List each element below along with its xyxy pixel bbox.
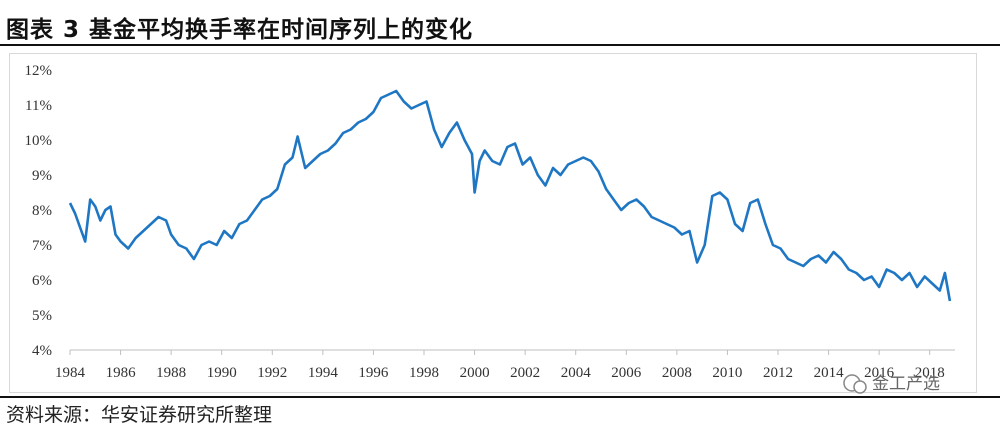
x-tick-label: 1984	[55, 365, 86, 381]
chart-frame	[9, 53, 977, 393]
footer-rule	[0, 396, 1000, 398]
chart-title: 图表 3 基金平均换手率在时间序列上的变化	[6, 17, 474, 43]
y-tick-label: 11%	[25, 98, 52, 114]
y-tick-label: 12%	[25, 63, 53, 79]
x-axis-ticks: 1984 1986 1988 1990 1992 1994 1996 1998 2000 2002…	[55, 350, 945, 381]
wechat-logo-icon-inner	[853, 380, 867, 394]
source-note: 资料来源：华安证券研究所整理	[6, 404, 273, 426]
x-tick-label: 2010	[712, 365, 742, 381]
y-tick-label: 4%	[32, 343, 52, 359]
x-tick-label: 2000	[460, 365, 490, 381]
x-tick-label: 2014	[814, 365, 845, 381]
y-tick-label: 6%	[32, 273, 52, 289]
x-tick-label: 1998	[409, 365, 439, 381]
y-tick-label: 8%	[32, 203, 52, 219]
series-line-turnover	[68, 89, 952, 302]
x-tick-label: 2008	[662, 365, 692, 381]
x-tick-label: 1988	[156, 365, 186, 381]
x-tick-label: 1994	[308, 365, 339, 381]
x-tick-label: 1992	[257, 365, 287, 381]
x-tick-label: 2002	[510, 365, 540, 381]
x-tick-label: 2006	[611, 365, 642, 381]
title-underline	[0, 44, 1000, 46]
x-tick-label: 2012	[763, 365, 793, 381]
y-tick-label: 5%	[32, 308, 52, 324]
watermark: 金工产选	[843, 374, 940, 394]
y-tick-label: 10%	[25, 133, 53, 149]
x-tick-label: 1990	[207, 365, 237, 381]
y-axis-ticks: 4% 5% 6% 7% 8% 9% 10% 11% 12%	[25, 63, 53, 359]
x-tick-label: 1996	[358, 365, 389, 381]
y-tick-label: 9%	[32, 168, 52, 184]
watermark-text: 金工产选	[872, 374, 940, 394]
y-tick-label: 7%	[32, 238, 52, 254]
x-tick-label: 1986	[106, 365, 137, 381]
x-tick-label: 2018	[915, 365, 945, 381]
x-tick-label: 2016	[864, 365, 895, 381]
x-tick-label: 2004	[561, 365, 592, 381]
